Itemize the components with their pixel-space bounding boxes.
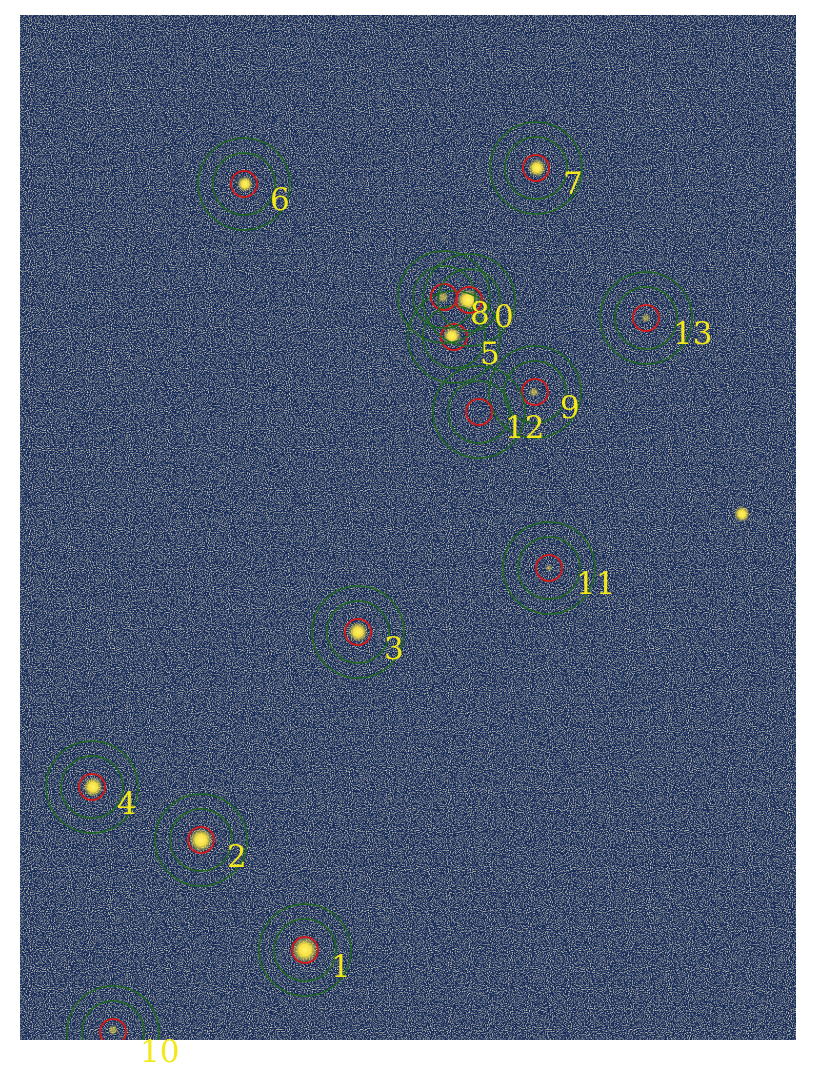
annulus-outer	[502, 521, 596, 615]
aperture-circle	[344, 618, 372, 646]
annulus-inner	[412, 265, 476, 329]
annulus-inner	[326, 600, 390, 664]
star	[237, 176, 253, 192]
annulus-outer	[66, 985, 160, 1040]
aperture-circle	[465, 398, 493, 426]
source-label-3: 3	[384, 631, 404, 667]
aperture-group-2	[154, 793, 248, 887]
source-label-8: 8	[470, 296, 490, 332]
source-label-4: 4	[117, 786, 137, 822]
aperture-group-11	[502, 521, 596, 615]
source-label-9: 9	[560, 390, 580, 426]
annulus-outer	[397, 250, 491, 344]
annulus-outer	[407, 290, 501, 384]
annulus-outer	[432, 365, 526, 459]
aperture-group-7	[489, 121, 583, 215]
source-label-10: 10	[140, 1034, 179, 1070]
annulus-inner	[60, 755, 124, 819]
annulus-outer	[422, 253, 516, 347]
annulus-outer	[154, 793, 248, 887]
source-label-11: 11	[576, 566, 615, 602]
source-label-7: 7	[563, 166, 583, 202]
apertures-layer	[45, 121, 693, 1040]
annulus-inner	[273, 918, 337, 982]
aperture-circle	[521, 378, 549, 406]
aperture-group-1	[258, 903, 352, 997]
annulus-inner	[437, 268, 501, 332]
aperture-group-12	[432, 365, 526, 459]
aperture-circle	[78, 773, 106, 801]
annulus-inner	[503, 360, 567, 424]
source-label-13: 13	[673, 316, 712, 352]
source-label-1: 1	[331, 949, 351, 985]
annulus-outer	[599, 271, 693, 365]
star	[108, 1025, 118, 1035]
star	[528, 159, 546, 177]
aperture-circle	[291, 936, 319, 964]
star	[189, 828, 213, 852]
source-label-12: 12	[505, 410, 544, 446]
aperture-circle	[455, 286, 483, 314]
aperture-group-10	[66, 985, 160, 1040]
stars-layer	[83, 159, 750, 1035]
aperture-circle	[522, 154, 550, 182]
annulus-inner	[212, 152, 276, 216]
source-label-5: 5	[480, 336, 500, 372]
star	[529, 387, 539, 397]
aperture-circle	[99, 1018, 127, 1040]
annulus-inner	[81, 1000, 145, 1040]
star	[545, 564, 553, 572]
annulus-inner	[447, 380, 511, 444]
star	[734, 506, 750, 522]
source-label-2: 2	[227, 839, 247, 875]
annulus-outer	[197, 137, 291, 231]
star	[348, 622, 368, 642]
aperture-group-3	[311, 585, 405, 679]
annulus-inner	[517, 536, 581, 600]
source-label-6: 6	[270, 182, 290, 218]
annulus-outer	[311, 585, 405, 679]
annulus-outer	[258, 903, 352, 997]
source-label-0: 0	[494, 299, 514, 335]
annulus-inner	[169, 808, 233, 872]
sky-noise	[20, 15, 796, 1040]
aperture-group-6	[197, 137, 291, 231]
aperture-circle	[187, 826, 215, 854]
star	[641, 313, 651, 323]
aperture-group-13	[599, 271, 693, 365]
star	[83, 777, 103, 797]
star	[292, 937, 318, 963]
annulus-outer	[488, 345, 582, 439]
aperture-group-4	[45, 740, 139, 834]
star	[437, 291, 449, 303]
annulus-inner	[614, 286, 678, 350]
aperture-circle	[535, 554, 563, 582]
aperture-group-0	[422, 253, 516, 347]
aperture-circle	[632, 304, 660, 332]
annulus-outer	[45, 740, 139, 834]
source-labels: 1 2 3 4 5 6 7 8 0 9 10 11 12 13	[117, 166, 712, 1070]
aperture-group-9	[488, 345, 582, 439]
aperture-circle	[230, 170, 258, 198]
annulus-outer	[489, 121, 583, 215]
annulus-inner	[504, 136, 568, 200]
